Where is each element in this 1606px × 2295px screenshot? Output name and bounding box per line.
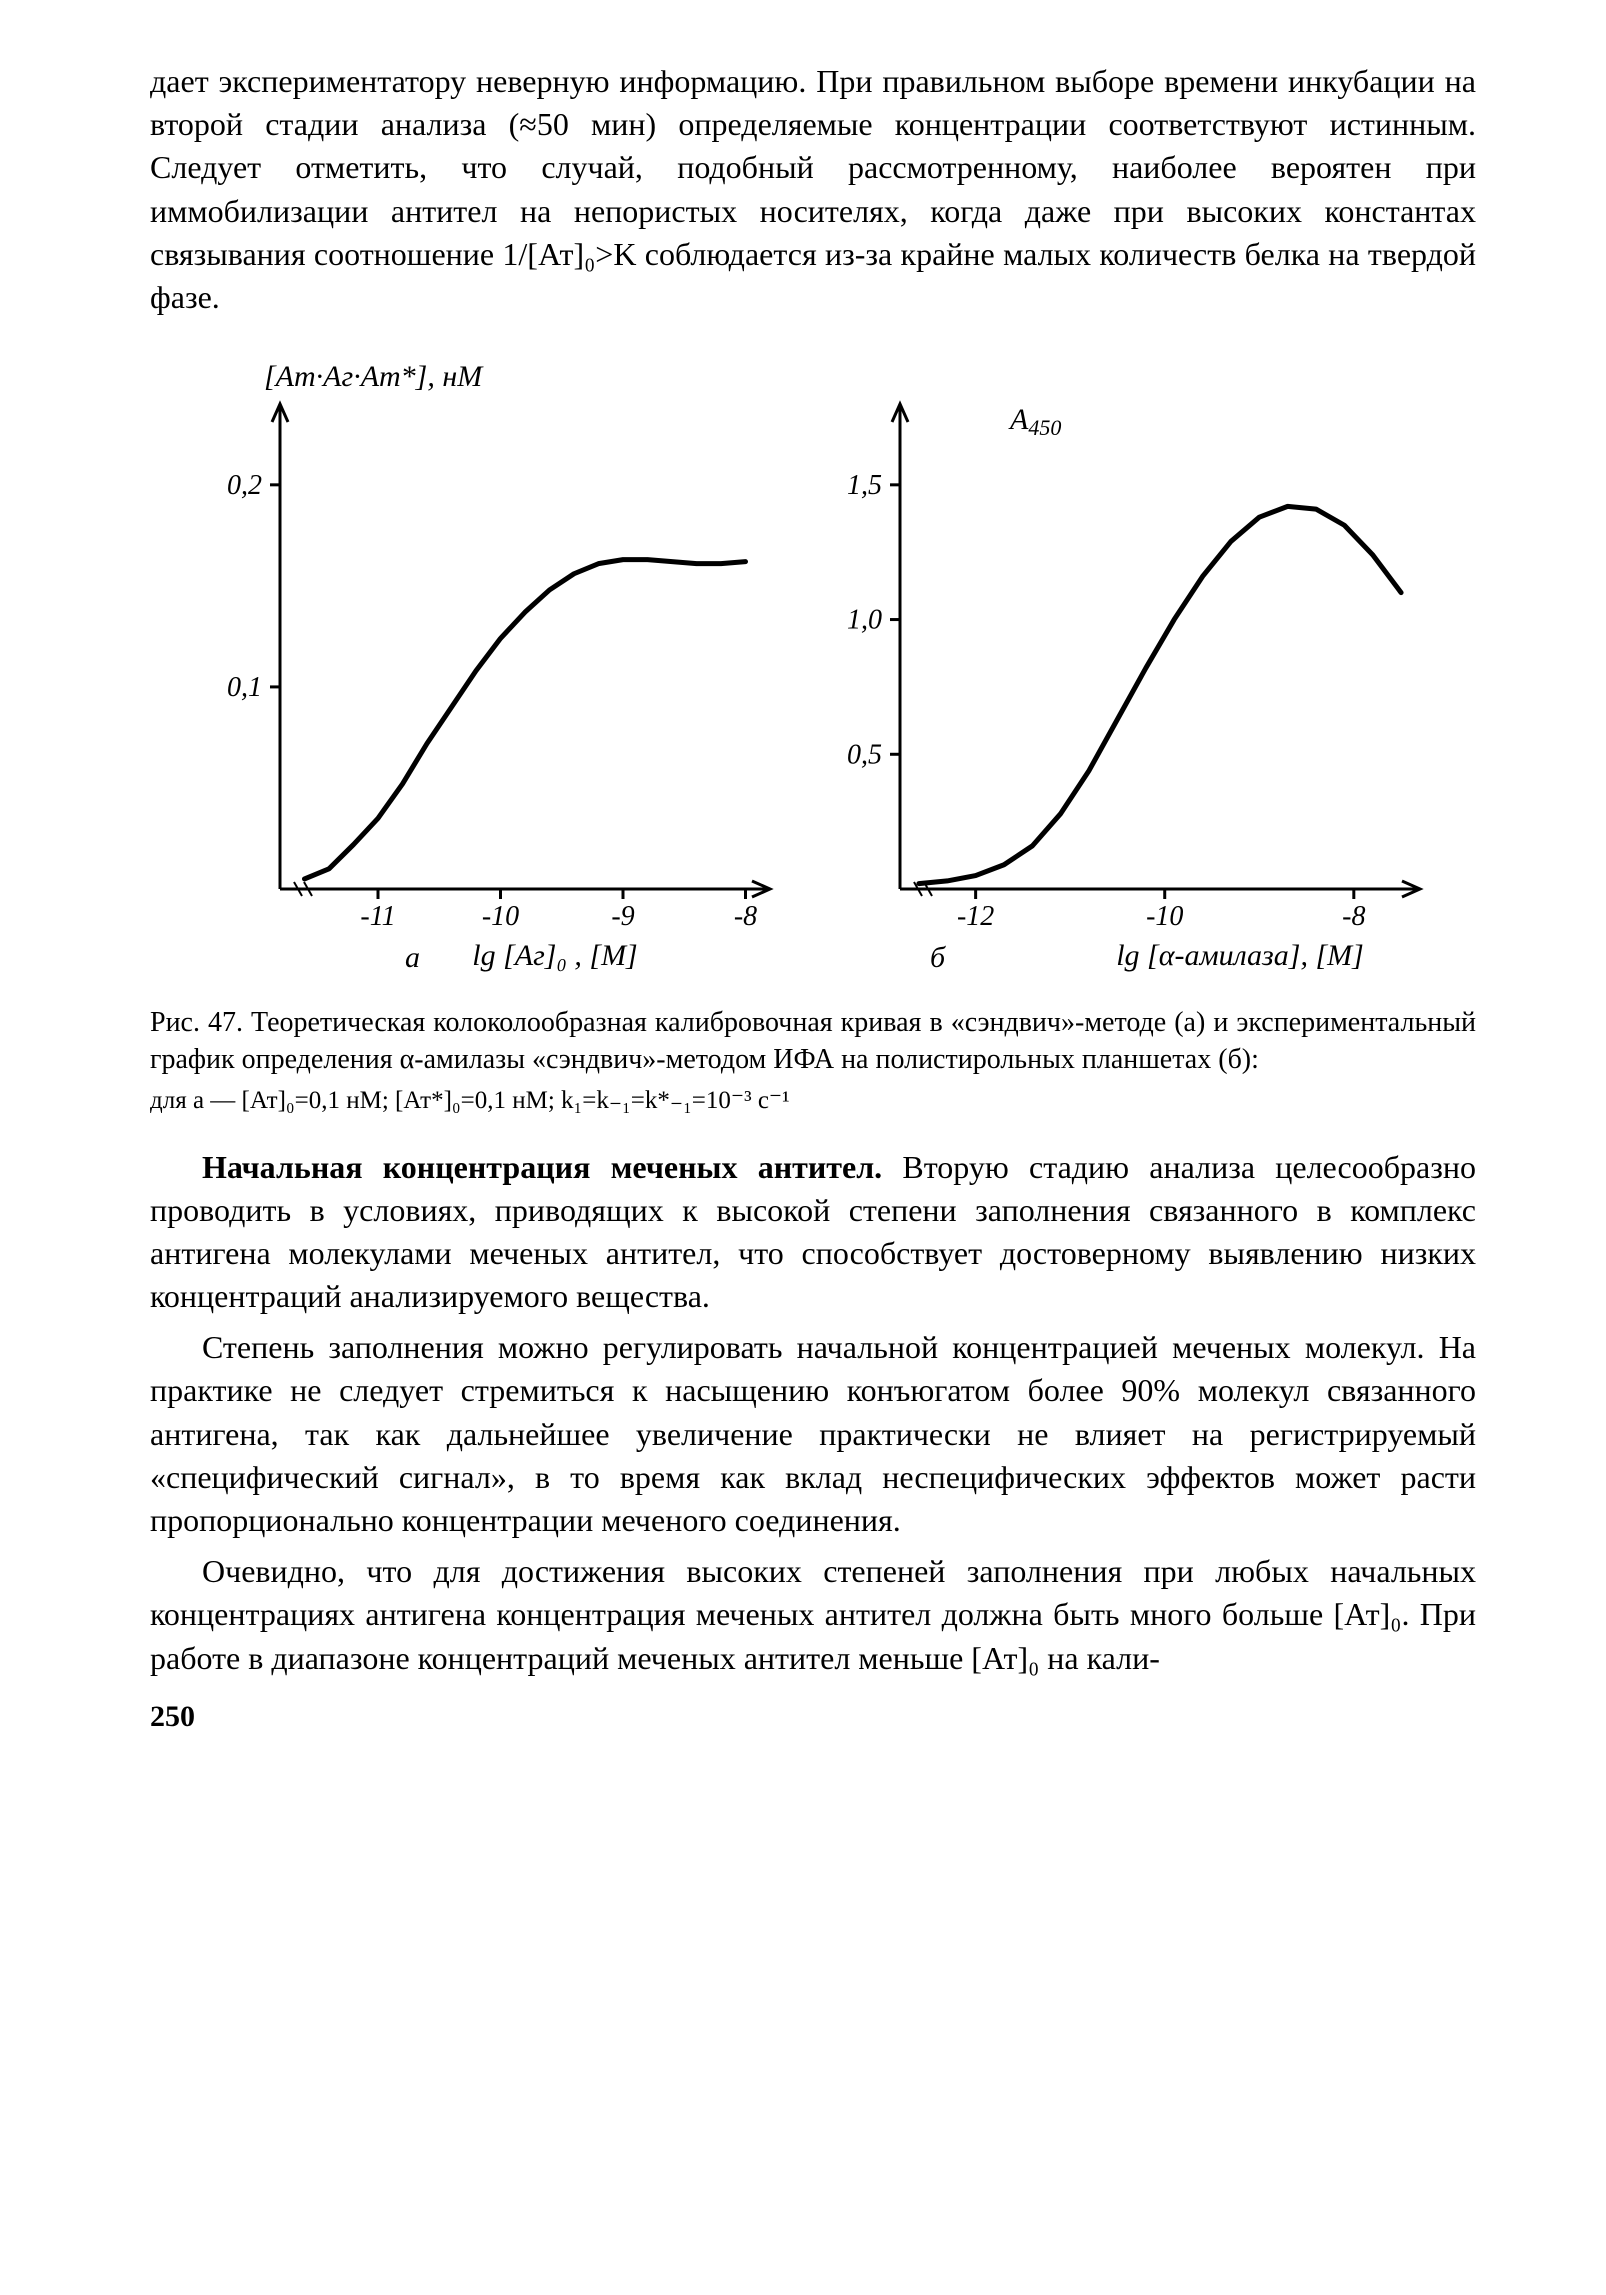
paragraph-4: Очевидно, что для достижения высоких сте… [150, 1550, 1476, 1680]
svg-text:lg [Аг]₀ , [M]: lg [Аг]₀ , [M] [472, 939, 637, 972]
svg-text:-12: -12 [957, 901, 994, 932]
paragraph-section-start: Начальная концентрация меченых антител. … [150, 1146, 1476, 1319]
svg-text:[Ат·Аг·Ат*], нМ: [Ат·Аг·Ат*], нМ [264, 360, 484, 393]
figure-caption-sub: для а — [Ат]₀=0,1 нМ; [Ат*]₀=0,1 нМ; k₁=… [150, 1085, 1476, 1118]
figure-svg: 0,1 0,2 -11 -10 -9 -8 [Ат·Аг·Ат*], нМ lg [Аг]₀ … [150, 349, 1470, 989]
paragraph-3: Степень заполнения можно регулировать на… [150, 1326, 1476, 1542]
svg-text:lg [α-амилаза], [M]: lg [α-амилаза], [M] [1116, 939, 1364, 972]
paragraph-top: дает экспериментатору неверную информаци… [150, 60, 1476, 319]
svg-text:1,5: 1,5 [847, 470, 882, 501]
svg-text:б: б [930, 941, 946, 974]
svg-text:0,1: 0,1 [227, 672, 262, 703]
svg-text:0,2: 0,2 [227, 470, 262, 501]
figure-caption: Рис. 47. Теоретическая колоколообразная … [150, 1005, 1476, 1079]
svg-text:0,5: 0,5 [847, 739, 882, 770]
svg-text:-8: -8 [1342, 901, 1365, 932]
svg-text:-10: -10 [482, 901, 519, 932]
svg-text:1,0: 1,0 [847, 605, 882, 636]
svg-text:а: а [405, 941, 420, 974]
figure-47: 0,1 0,2 -11 -10 -9 -8 [Ат·Аг·Ат*], нМ lg [Аг]₀ … [150, 349, 1476, 989]
section-heading: Начальная концентрация меченых антител. [202, 1149, 882, 1185]
page-number: 250 [150, 1700, 1476, 1734]
page-container: дает экспериментатору неверную информаци… [0, 0, 1606, 1794]
svg-text:-10: -10 [1146, 901, 1183, 932]
svg-text:-11: -11 [360, 901, 395, 932]
svg-text:-8: -8 [734, 901, 757, 932]
svg-text:A450: A450 [1008, 403, 1061, 440]
svg-text:-9: -9 [611, 901, 634, 932]
